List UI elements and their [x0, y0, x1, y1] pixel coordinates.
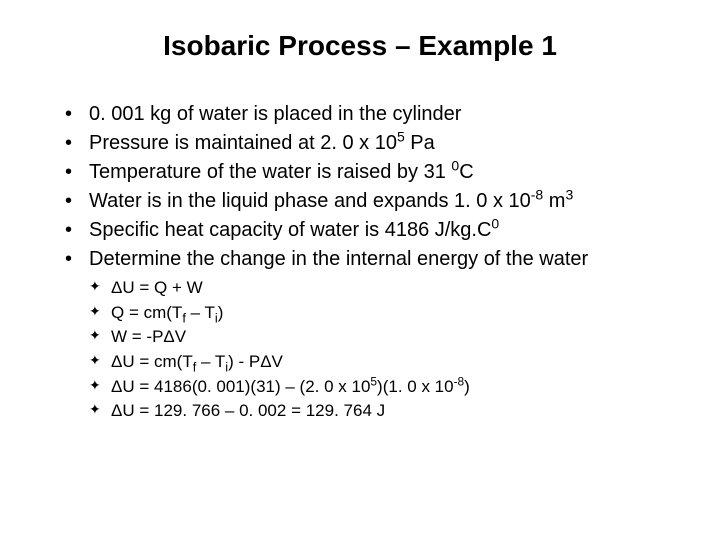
list-item: ΔU = 129. 766 – 0. 002 = 129. 764 J [89, 399, 665, 424]
list-item: Q = cm(Tf – Ti) [89, 301, 665, 326]
list-item: W = -PΔV [89, 325, 665, 350]
list-item: 0. 001 kg of water is placed in the cyli… [65, 100, 665, 129]
main-bullet-list: 0. 001 kg of water is placed in the cyli… [55, 100, 665, 274]
list-item: Water is in the liquid phase and expands… [65, 187, 665, 216]
sub-bullet-list: ΔU = Q + W Q = cm(Tf – Ti) W = -PΔV ΔU =… [55, 276, 665, 424]
page-title: Isobaric Process – Example 1 [55, 30, 665, 62]
list-item: Pressure is maintained at 2. 0 x 105 Pa [65, 129, 665, 158]
list-item: ΔU = 4186(0. 001)(31) – (2. 0 x 105)(1. … [89, 375, 665, 400]
list-item: Specific heat capacity of water is 4186 … [65, 216, 665, 245]
list-item: Determine the change in the internal ene… [65, 245, 665, 274]
list-item: Temperature of the water is raised by 31… [65, 158, 665, 187]
list-item: ΔU = cm(Tf – Ti) - PΔV [89, 350, 665, 375]
list-item: ΔU = Q + W [89, 276, 665, 301]
